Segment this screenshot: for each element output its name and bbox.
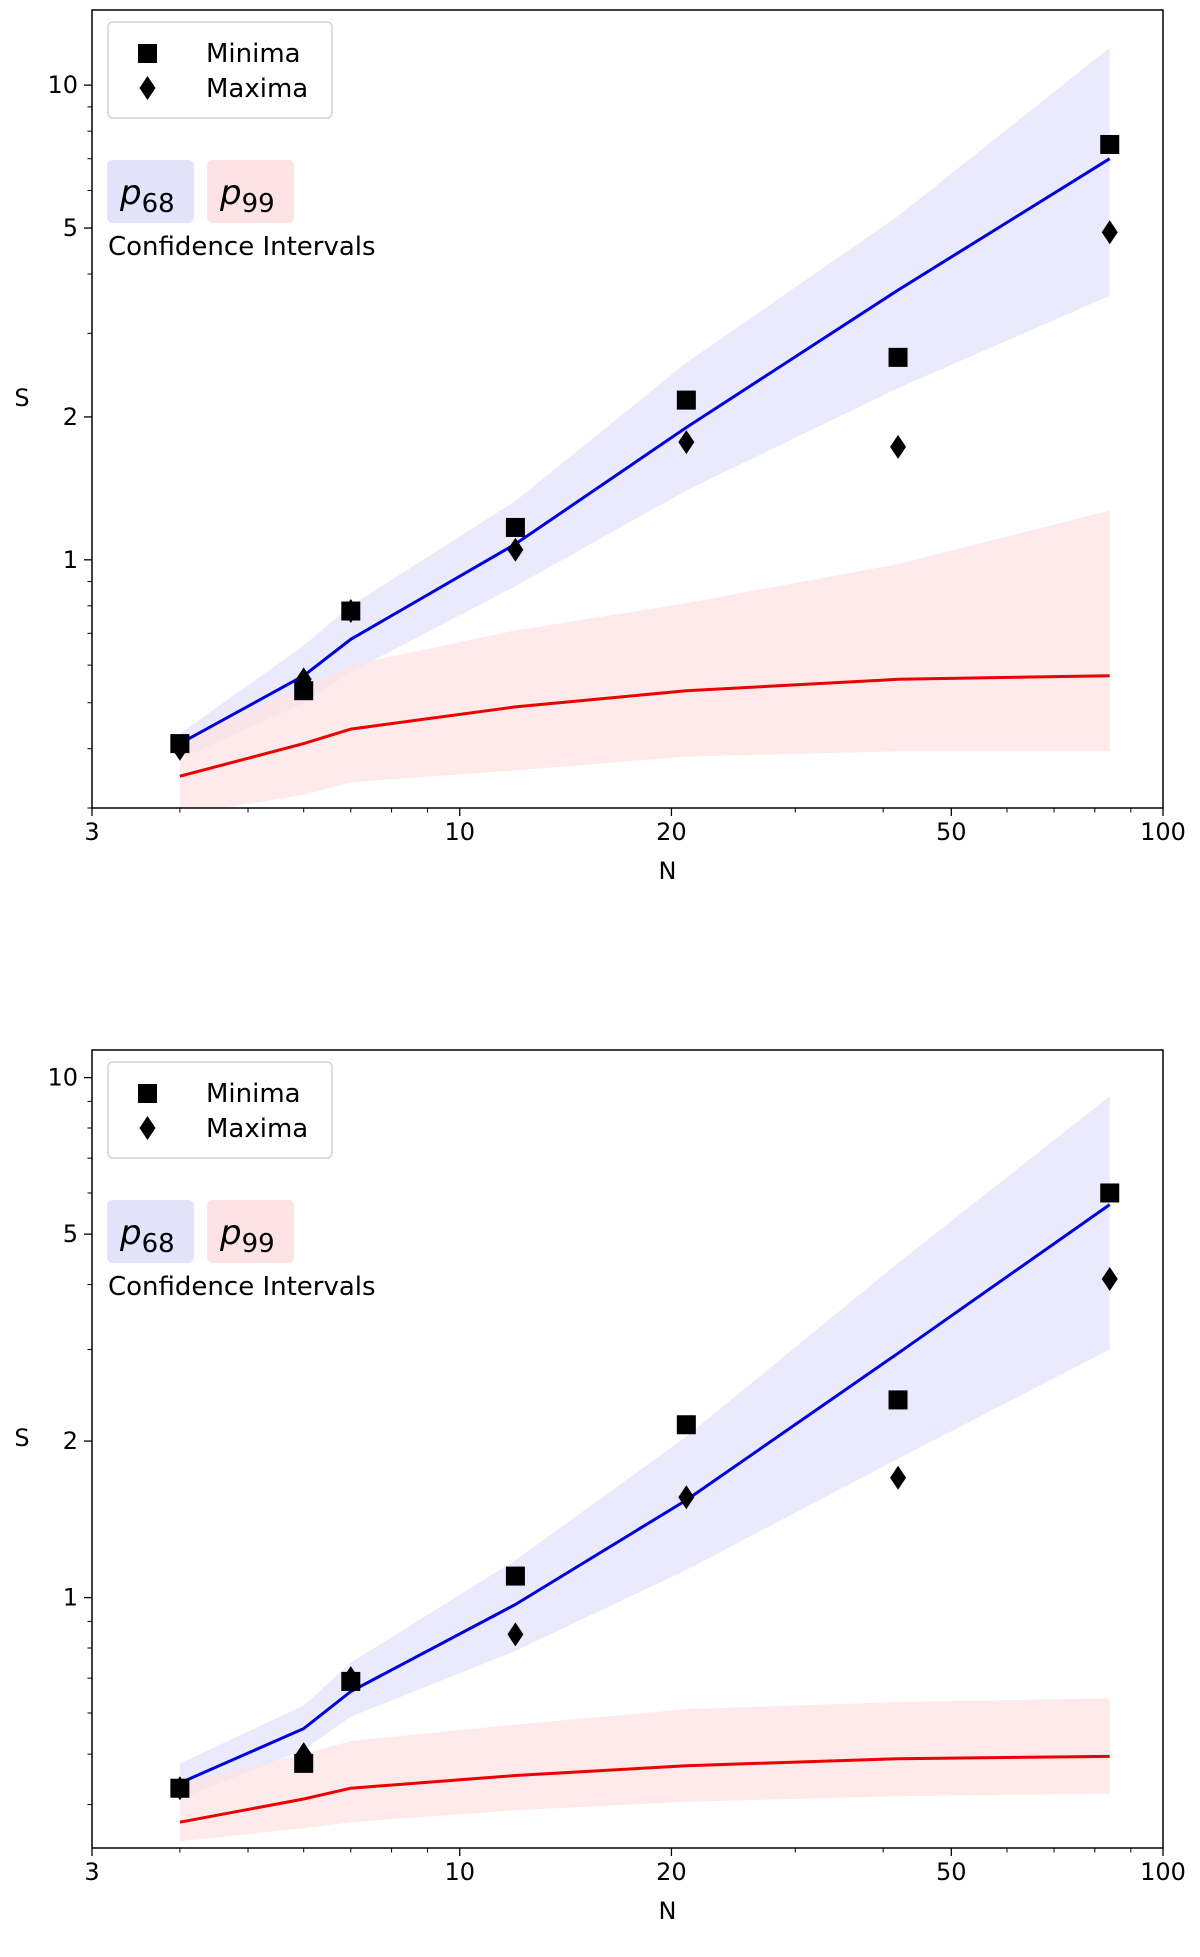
y-tick-label: 5 [63, 214, 78, 242]
legend: Minima Maxima [107, 21, 333, 119]
p99-median-line [179, 1754, 1110, 1824]
y-tick-label: 1 [63, 1584, 78, 1612]
x-axis-label: N [659, 857, 677, 885]
ci-swatch-p68 [107, 1200, 194, 1263]
plot-area [170, 47, 1120, 808]
p68-fit-line [179, 1203, 1111, 1785]
ci-label-p68: p68 [119, 1213, 175, 1259]
x-axis: 3 10 20 50 100 N [84, 808, 1186, 885]
x-axis-label: N [659, 1897, 677, 1925]
ci-caption: Confidence Intervals [108, 1272, 376, 1302]
y-axis-label: S [14, 1424, 29, 1452]
y-tick-label: 10 [47, 71, 78, 99]
x-tick-label: 3 [84, 1858, 99, 1886]
y-tick-label: 2 [63, 403, 78, 431]
minima-point [888, 1390, 908, 1410]
ci-swatch-p68 [107, 160, 194, 223]
y-axis: 1 2 5 10 S [14, 71, 92, 809]
chart-panel-2: 3 10 20 50 100 N 1 2 5 10 S Minima Maxima p68 p99 Confi… [14, 1049, 1186, 1925]
legend-minima-label: Minima [206, 1079, 301, 1109]
ci-swatch-p99 [207, 1200, 294, 1263]
p99-median-line [179, 674, 1110, 778]
x-tick-label: 100 [1140, 1858, 1186, 1886]
plot-area [170, 1096, 1120, 1842]
legend-box [107, 1061, 333, 1159]
ci-caption: Confidence Intervals [108, 232, 376, 262]
maxima-point [890, 1465, 907, 1490]
y-tick-label: 10 [47, 1064, 78, 1092]
y-tick-label: 5 [63, 1220, 78, 1248]
ci-legend: p68 p99 Confidence Intervals [107, 160, 376, 262]
maxima-point [678, 430, 695, 455]
legend-maxima-label: Maxima [206, 74, 308, 104]
minima-point [505, 517, 525, 537]
minima-point [888, 347, 908, 367]
x-tick-label: 20 [656, 818, 687, 846]
ci-label-p99: p99 [219, 173, 275, 219]
y-axis-label: S [14, 384, 29, 412]
x-tick-label: 100 [1140, 818, 1186, 846]
p99-band-region [179, 1698, 1110, 1842]
minima-point [505, 1566, 525, 1586]
legend-minima-marker [138, 44, 157, 63]
y-tick-label: 1 [63, 546, 78, 574]
minima-point [1100, 134, 1120, 154]
legend-maxima-marker [139, 1116, 156, 1140]
ci-label-p99: p99 [219, 1213, 275, 1259]
x-tick-label: 10 [444, 1858, 475, 1886]
x-tick-label: 10 [444, 818, 475, 846]
chart-panel-1: 3 10 20 50 100 N 1 2 5 10 S Minima Maxima p68 p99 Confi… [14, 9, 1186, 885]
minima-point [676, 390, 696, 410]
ci-label-p68: p68 [119, 173, 175, 219]
maxima-point [678, 1485, 695, 1510]
minima-point [170, 1778, 190, 1798]
x-tick-label: 3 [84, 818, 99, 846]
p68-band-region [179, 1096, 1110, 1799]
legend-minima-label: Minima [206, 39, 301, 69]
minima-point [1100, 1183, 1120, 1203]
maxima-point [1101, 1266, 1118, 1291]
plot-frame [91, 1049, 1164, 1849]
minima-point [676, 1415, 696, 1435]
y-axis: 1 2 5 10 S [14, 1064, 92, 1806]
x-axis: 3 10 20 50 100 N [84, 1848, 1186, 1925]
legend-maxima-label: Maxima [206, 1114, 308, 1144]
p68-band-region [179, 47, 1110, 760]
minima-point [341, 1671, 361, 1691]
maxima-point [1101, 220, 1118, 245]
minima-point [341, 601, 361, 621]
minima-point [170, 734, 190, 754]
x-tick-label: 50 [936, 818, 967, 846]
legend-maxima-marker [139, 76, 156, 100]
x-tick-label: 50 [936, 1858, 967, 1886]
ci-swatch-p99 [207, 160, 294, 223]
minima-point [294, 1753, 314, 1773]
maxima-point [890, 434, 907, 459]
y-tick-label: 2 [63, 1427, 78, 1455]
plot-frame [91, 9, 1164, 809]
p99-band-region [179, 510, 1110, 808]
ci-legend: p68 p99 Confidence Intervals [107, 1200, 376, 1302]
legend-box [107, 21, 333, 119]
maxima-point [507, 1622, 524, 1647]
maxima-point [507, 537, 524, 562]
legend: Minima Maxima [107, 1061, 333, 1159]
minima-point [294, 681, 314, 701]
x-tick-label: 20 [656, 1858, 687, 1886]
legend-minima-marker [138, 1084, 157, 1103]
